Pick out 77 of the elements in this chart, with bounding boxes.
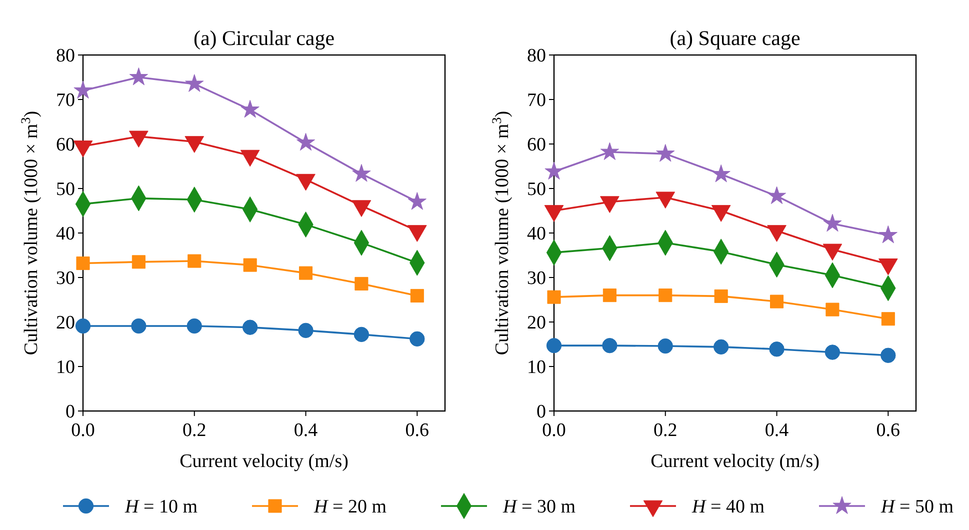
point: [714, 289, 728, 303]
y-tick-label: 40: [56, 224, 75, 245]
y-tick-label: 50: [527, 179, 546, 200]
point: [824, 344, 840, 360]
y-tick-label: 60: [56, 134, 75, 156]
y-tick-label: 20: [527, 312, 546, 334]
point: [352, 164, 371, 182]
y-tick-label: 0: [536, 402, 546, 423]
point: [75, 318, 91, 334]
point: [132, 255, 146, 269]
point: [656, 144, 675, 162]
point: [129, 67, 148, 86]
y-tick-label: 70: [527, 90, 546, 112]
y-tick-label: 50: [56, 179, 75, 200]
point: [354, 326, 370, 342]
x-axis-title: Current velocity (m/s): [180, 451, 348, 472]
x-tick-label: 0.0: [71, 420, 95, 441]
point: [658, 338, 673, 354]
chart-title: (a) Circular cage: [193, 26, 335, 50]
x-tick-label: 0.2: [182, 420, 206, 441]
point: [769, 342, 784, 357]
point: [602, 288, 616, 302]
legend-label: H = 50 m: [880, 496, 954, 518]
point: [546, 338, 562, 354]
point: [131, 318, 146, 334]
point: [410, 288, 424, 303]
y-tick-label: 80: [56, 46, 75, 67]
legend-label: H = 30 m: [502, 496, 576, 518]
point: [600, 142, 620, 160]
y-tick-label: 10: [527, 357, 546, 378]
point: [243, 258, 257, 272]
point: [713, 339, 729, 355]
point: [298, 322, 314, 338]
point: [770, 294, 784, 308]
legend-label: H = 10 m: [124, 496, 198, 518]
point: [880, 348, 896, 363]
point: [547, 290, 561, 304]
point: [354, 276, 368, 290]
point: [185, 74, 204, 92]
chart-title: (a) Square cage: [670, 26, 800, 50]
x-tick-label: 0.4: [294, 420, 318, 441]
point: [544, 162, 564, 180]
point: [242, 320, 258, 335]
point: [712, 164, 730, 182]
x-axis-title: Current velocity (m/s): [650, 451, 820, 472]
point: [408, 192, 426, 210]
point: [823, 214, 842, 232]
point: [410, 331, 425, 346]
point: [658, 288, 672, 302]
legend-label: H = 40 m: [691, 496, 765, 518]
y-tick-label: 30: [527, 268, 546, 290]
y-tick-label: 40: [527, 224, 546, 245]
point: [188, 254, 202, 268]
x-tick-label: 0.2: [654, 420, 678, 441]
y-tick-label: 70: [56, 90, 75, 112]
point: [878, 225, 898, 244]
x-tick-label: 0.6: [876, 420, 900, 441]
y-tick-label: 10: [56, 357, 75, 378]
point: [299, 266, 313, 280]
legend-label: H = 20 m: [313, 496, 387, 518]
x-tick-label: 0.4: [764, 420, 790, 441]
point: [602, 338, 618, 354]
point: [76, 256, 90, 270]
point: [826, 302, 840, 316]
point: [767, 186, 786, 204]
point: [240, 100, 260, 118]
point: [186, 318, 202, 334]
point: [296, 132, 316, 151]
y-tick-label: 20: [56, 312, 75, 334]
y-tick-label: 0: [66, 402, 75, 423]
point: [881, 312, 895, 326]
x-tick-label: 0.6: [405, 420, 430, 441]
point: [74, 80, 92, 99]
y-tick-label: 80: [527, 46, 546, 67]
y-tick-label: 60: [527, 134, 546, 156]
y-tick-label: 30: [56, 268, 75, 290]
x-tick-label: 0.0: [542, 420, 566, 441]
